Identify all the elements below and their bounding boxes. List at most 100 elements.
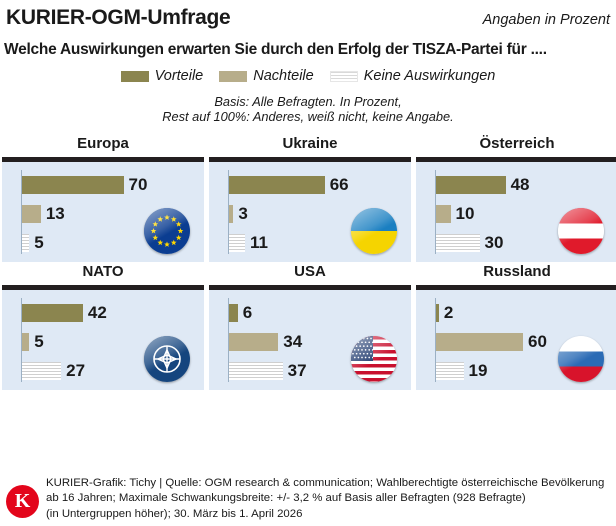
bar-value-label: 10 [455,203,475,223]
bar-v [436,303,439,322]
bar-value-label: 60 [528,331,547,351]
bar-value-label: 2 [443,302,454,322]
panel-chart-area: 2 60 19 [416,290,616,390]
bar-value-label: 5 [34,232,44,252]
bar-row: 30 [416,228,616,257]
panel-chart-area: 70 13 5 [2,162,204,262]
russia-flag-icon [558,336,604,382]
bar-value-label: 3 [238,203,248,223]
panel-chart-area: 42 5 27 [2,290,204,390]
chart-axis-line [435,170,436,254]
panel-grid: Europa 70 13 5 Ukraine 66 3 11 Österreich 48 10 30 N… [0,134,616,390]
bar-k [22,361,62,380]
panel-header-rule [2,285,204,290]
panel-russland: Russland 2 60 19 [416,262,616,390]
chart-axis-line [228,298,229,382]
legend-item-keine-auswirkungen: Keine Auswirkungen [329,68,496,84]
bar-v [229,303,238,322]
bar-v [22,303,83,322]
bar-row: 42 [2,298,204,327]
legend-label-nachteile: Nachteile [253,68,314,84]
panel-usa: USA 6 34 37 [209,262,411,390]
austria-flag-icon [558,208,604,254]
bar-value-label: 19 [468,360,488,380]
panel-header-rule [209,157,411,162]
panel-header-rule [209,285,411,290]
legend-swatch-icon-nachteile [219,70,248,82]
bar-value-label: 27 [66,360,86,380]
bar-n [22,204,41,223]
bar-k [22,233,30,252]
bar-value-label: 34 [283,331,303,351]
bar-row: 70 [2,170,204,199]
panel-title: Russland [483,263,551,280]
bar-row: 3 [209,199,411,228]
footer-line-3: (in Untergruppen höher); 30. März bis 1.… [46,507,303,520]
bar-row: 37 [209,356,411,385]
panel-chart-area: 66 3 11 [209,162,411,262]
bar-row: 5 [2,228,204,257]
footer-source-text: KURIER-Grafik: Tichy | Quelle: OGM resea… [46,476,604,523]
bar-row: 11 [209,228,411,257]
question-headline: Welche Auswirkungen erwarten Sie durch d… [4,41,547,58]
bar-value-label: 42 [87,302,107,322]
footer-line-2: ab 16 Jahren; Maximale Schwankungsbreite… [46,492,526,504]
bar-row: 6 [209,298,411,327]
bar-n [229,332,279,351]
bar-value-label: 37 [287,360,307,380]
bar-v [229,175,325,194]
bar-value-label: 70 [128,174,148,194]
bar-v [436,175,506,194]
legend: Vorteile Nachteile Keine Auswirkungen [0,67,616,85]
bar-row: 19 [416,356,616,385]
bar-row: 10 [416,199,616,228]
panel-chart-area: 48 10 30 [416,162,616,262]
bar-row: 34 [209,327,411,356]
basis-note: Basis: Alle Befragten. In Prozent, Rest … [0,94,616,124]
legend-item-nachteile: Nachteile [219,68,314,84]
bar-row: 66 [209,170,411,199]
page-title: KURIER-OGM-Umfrage [6,6,231,29]
panel-chart-area: 6 34 37 [209,290,411,390]
bar-row: 2 [416,298,616,327]
chart-axis-line [435,298,436,382]
legend-swatch-icon-keine-auswirkungen [329,70,358,82]
panel--sterreich: Österreich 48 10 30 [416,134,616,262]
panel-title: Ukraine [282,135,338,152]
unit-note: Angaben in Prozent [482,12,610,28]
bar-n [436,332,523,351]
ukraine-flag-icon [351,208,397,254]
footer: K KURIER-Grafik: Tichy | Quelle: OGM res… [0,476,616,523]
bar-k [229,233,245,252]
bar-value-label: 66 [329,174,349,194]
bar-value-label: 30 [484,232,504,252]
panel-title: Europa [77,135,129,152]
bar-value-label: 48 [510,174,530,194]
chart-axis-line [228,170,229,254]
panel-europa: Europa 70 13 5 [2,134,204,262]
legend-swatch-icon-vorteile [120,70,149,82]
bar-k [436,361,464,380]
panel-header-rule [416,285,616,290]
bar-n [436,204,451,223]
bar-value-label: 11 [249,232,268,252]
nato-emblem-icon [144,336,190,382]
bar-n [22,332,30,351]
panel-header-rule [2,157,204,162]
legend-label-keine-auswirkungen: Keine Auswirkungen [363,68,496,84]
bar-row: 13 [2,199,204,228]
usa-flag-icon [351,336,397,382]
bar-row: 48 [416,170,616,199]
kurier-logo-icon: K [6,484,39,518]
bar-row: 5 [2,327,204,356]
bar-row: 60 [416,327,616,356]
header: KURIER-OGM-Umfrage Angaben in Prozent [0,0,616,30]
panel-header-rule [416,157,616,162]
bar-k [436,233,480,252]
bar-row: 27 [2,356,204,385]
bar-value-label: 6 [242,302,253,322]
basis-line-1: Basis: Alle Befragten. In Prozent, [214,94,402,109]
eu-flag-icon [144,208,190,254]
chart-axis-line [21,298,22,382]
panel-title: Österreich [479,135,555,152]
